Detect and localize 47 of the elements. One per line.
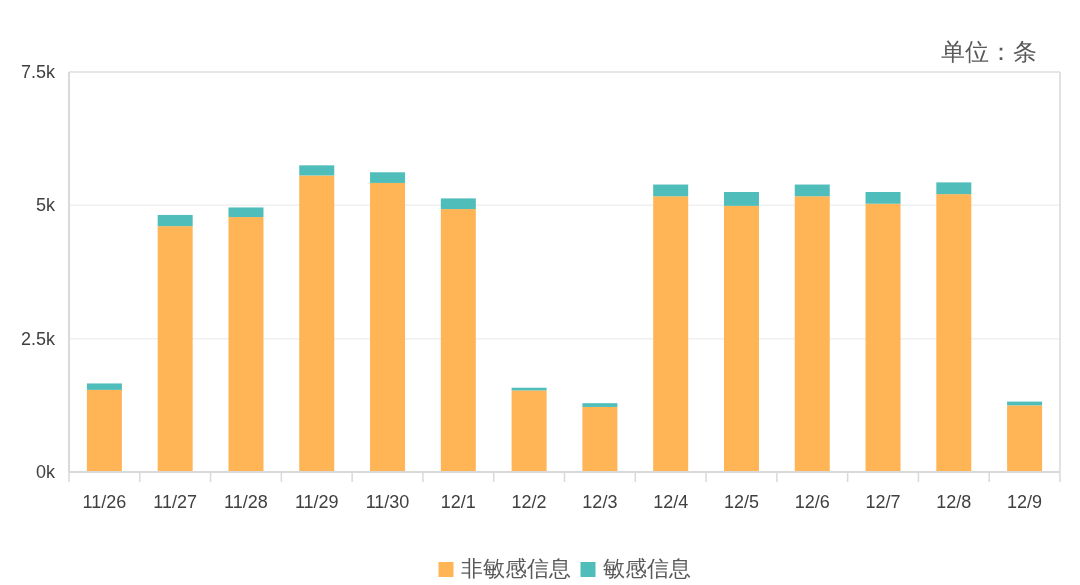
x-tick-label: 12/8 [936, 492, 972, 512]
text: 单位：条 [941, 38, 1037, 65]
bar [865, 203, 901, 472]
bar [936, 194, 972, 472]
x-tick-label: 12/1 [440, 492, 476, 512]
bar [653, 196, 689, 472]
bar [86, 383, 122, 390]
bar [440, 198, 476, 210]
x-tick-label: 12/6 [794, 492, 830, 512]
x-tick-label: 11/27 [153, 492, 198, 512]
y-tick-label: 7.5k [20, 62, 56, 82]
x-tick-label: 12/9 [1007, 492, 1043, 512]
x-tick-label: 11/29 [294, 492, 339, 512]
bar [794, 184, 830, 197]
bar [157, 214, 193, 227]
legend-label: 非敏感信息 [460, 556, 571, 581]
bar [228, 217, 264, 472]
y-tick-label: 2.5k [20, 328, 56, 349]
bar [86, 389, 122, 472]
x-tick-label: 12/4 [653, 492, 689, 512]
bar [511, 390, 547, 472]
bar [370, 182, 406, 472]
bar [653, 184, 689, 197]
x-tick-label: 12/3 [582, 492, 618, 512]
bar [157, 226, 193, 472]
bar [370, 172, 406, 183]
x-tick-label: 11/30 [365, 492, 410, 512]
bar [582, 406, 618, 472]
bar [440, 209, 476, 472]
x-tick-label: 12/2 [511, 492, 547, 512]
bar [723, 205, 759, 472]
x-tick-label: 11/28 [224, 492, 268, 512]
x-tick-label: 12/5 [723, 492, 759, 512]
bar [1007, 405, 1043, 472]
y-tick-label: 5k [35, 195, 56, 216]
bar [936, 182, 972, 195]
y-tick-label: 0k [35, 462, 56, 482]
legend-label: 敏感信息 [602, 556, 691, 581]
bar [299, 165, 335, 176]
bar [228, 207, 264, 218]
x-tick-label: 11/26 [82, 492, 127, 512]
bar [299, 175, 335, 472]
x-tick-label: 12/7 [865, 492, 901, 512]
bar [794, 196, 830, 472]
bar [723, 192, 759, 206]
bar [582, 403, 618, 407]
bar [865, 192, 901, 204]
